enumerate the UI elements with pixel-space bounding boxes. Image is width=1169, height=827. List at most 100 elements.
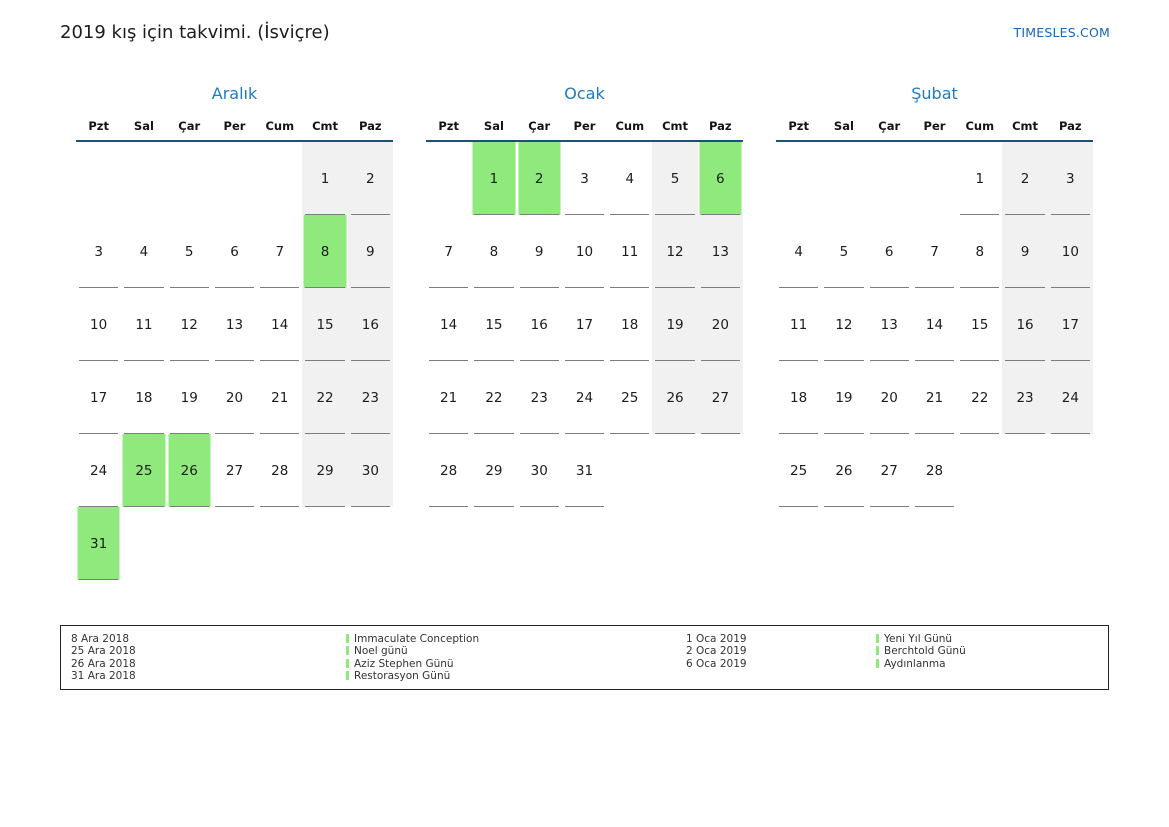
day-number: 18 xyxy=(621,316,639,333)
day-number: 2 xyxy=(1020,170,1030,187)
day-number: 29 xyxy=(316,462,334,479)
site-link[interactable]: TIMESLES.COM xyxy=(1013,25,1110,40)
day-number: 26 xyxy=(666,389,684,406)
legend-date: 26 Ara 2018 xyxy=(71,657,136,670)
week-row: 1 2 3 xyxy=(776,142,1093,215)
day-cell: 8 xyxy=(471,215,516,288)
day-number: 9 xyxy=(366,243,375,260)
empty-cell xyxy=(167,142,212,215)
week-row: 3 4 5 6 7 8 9 xyxy=(76,215,393,288)
day-cell: 15 xyxy=(957,288,1002,361)
empty-cell xyxy=(867,142,912,215)
day-cell: 19 xyxy=(652,288,698,361)
empty-cell xyxy=(212,142,257,215)
day-number: 12 xyxy=(666,243,684,260)
weekday-label: Çar xyxy=(178,119,201,133)
day-cell: 19 xyxy=(167,361,212,434)
weekday-label: Pzt xyxy=(438,119,459,133)
week-row: 11 12 13 14 15 16 17 xyxy=(776,288,1093,361)
day-number: 24 xyxy=(575,389,594,406)
day-cell: 4 xyxy=(607,142,652,215)
day-cell: 16 xyxy=(1002,288,1048,361)
month-title: Aralık xyxy=(211,84,258,103)
day-number: 19 xyxy=(835,389,853,406)
month-title: Ocak xyxy=(564,84,605,103)
holiday-marker-icon xyxy=(346,634,349,643)
day-cell: 8 xyxy=(957,215,1002,288)
legend-holiday-label: Restorasyon Günü xyxy=(354,669,451,682)
day-cell: 6 xyxy=(212,215,257,288)
day-number: 13 xyxy=(225,316,244,333)
day-cell: 24 xyxy=(1047,361,1093,434)
day-cell: 11 xyxy=(121,288,166,361)
day-cell: 6 xyxy=(867,215,912,288)
week-row: 7 8 9 10 11 12 13 xyxy=(426,215,743,288)
day-number: 24 xyxy=(90,462,108,479)
day-cell: 1 xyxy=(471,142,517,215)
legend-date: 25 Ara 2018 xyxy=(71,645,136,658)
day-cell: 23 xyxy=(1002,361,1048,434)
day-number: 7 xyxy=(930,243,939,260)
day-cell: 7 xyxy=(426,215,471,288)
day-number: 12 xyxy=(180,316,198,333)
day-number: 15 xyxy=(971,316,989,333)
weekday-label: Per xyxy=(923,119,946,133)
day-cell: 13 xyxy=(697,215,743,288)
day-cell: 12 xyxy=(652,215,698,288)
day-cell: 21 xyxy=(912,361,957,434)
legend-holiday-name: Aydınlanma xyxy=(876,658,1098,670)
day-number: 1 xyxy=(320,170,330,187)
legend-holiday-name: Berchtold Günü xyxy=(876,645,1098,657)
day-cell: 17 xyxy=(562,288,607,361)
day-number: 5 xyxy=(184,243,194,260)
day-number: 29 xyxy=(485,462,503,479)
weekday-label: Cum xyxy=(965,119,995,133)
day-number: 1 xyxy=(975,170,985,187)
day-number: 5 xyxy=(839,243,849,260)
legend-dates-column-2: 1 Oca 2019 2 Oca 2019 6 Oca 2019 xyxy=(686,633,876,682)
day-cell: 29 xyxy=(302,434,348,507)
day-number: 27 xyxy=(225,462,244,479)
legend-holiday-label: Noel günü xyxy=(354,645,408,658)
week-row: 14 15 16 17 18 19 20 xyxy=(426,288,743,361)
legend-date: 8 Ara 2018 xyxy=(71,633,130,645)
day-number: 26 xyxy=(835,462,853,479)
day-cell: 7 xyxy=(912,215,957,288)
day-cell: 26 xyxy=(166,434,212,507)
day-number: 9 xyxy=(1020,243,1030,260)
legend-holiday-name: Restorasyon Günü xyxy=(346,670,686,682)
weekday-label: Paz xyxy=(1059,119,1082,133)
legend-dates-column-1: 8 Ara 2018 25 Ara 2018 26 Ara 2018 31 Ara 2… xyxy=(71,633,346,682)
weekday-label: Pzt xyxy=(788,119,809,133)
empty-cell xyxy=(776,142,821,215)
day-number: 18 xyxy=(135,389,153,406)
day-cell: 16 xyxy=(517,288,562,361)
weekday-label: Per xyxy=(223,119,246,133)
day-number: 17 xyxy=(1061,316,1079,333)
empty-cell xyxy=(821,142,866,215)
day-number: 17 xyxy=(90,389,108,406)
day-cell: 4 xyxy=(776,215,821,288)
day-number: 13 xyxy=(880,316,898,333)
day-number: 19 xyxy=(180,389,198,406)
day-number: 16 xyxy=(1016,316,1034,333)
day-number: 31 xyxy=(90,535,108,552)
weekday-label: Per xyxy=(573,119,596,133)
weekday-label: Sal xyxy=(133,119,154,133)
day-cell: 30 xyxy=(347,434,393,507)
empty-cell xyxy=(607,434,652,507)
day-number: 17 xyxy=(575,316,594,333)
day-cell: 24 xyxy=(76,434,121,507)
day-cell: 1 xyxy=(957,142,1002,215)
month-calendar-2: Ocak Pzt Sal Çar Per Cum Cmt Paz 1 2 3 4 5 6 7 8 9 10 11 12… xyxy=(426,84,743,580)
week-row: 17 18 19 20 21 22 23 xyxy=(76,361,393,434)
day-cell: 3 xyxy=(562,142,607,215)
month-calendar-3: Şubat Pzt Sal Çar Per Cum Cmt Paz 1 2 3 4 5 6 7 8 9 10 11 1… xyxy=(776,84,1093,580)
day-cell: 14 xyxy=(257,288,302,361)
day-cell: 20 xyxy=(212,361,257,434)
empty-cell xyxy=(698,434,743,507)
day-number: 3 xyxy=(1066,170,1075,187)
legend-holiday-name: Immaculate Conception xyxy=(346,633,686,645)
legend-holiday-label: Immaculate Conception xyxy=(354,633,480,645)
